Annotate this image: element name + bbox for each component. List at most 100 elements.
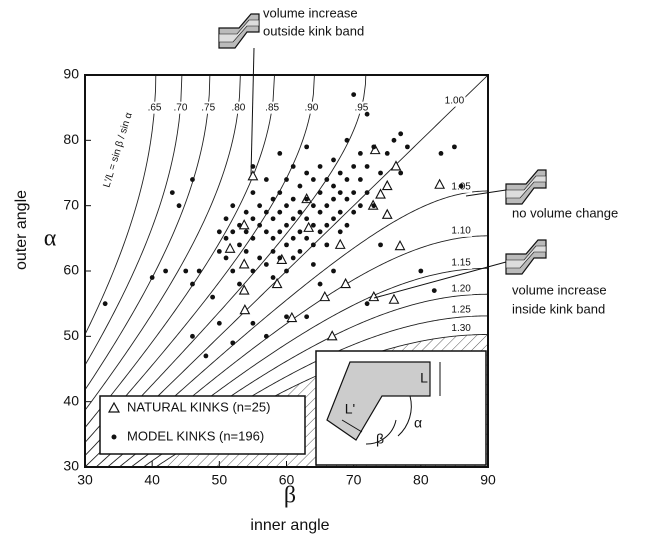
model-kink (364, 111, 370, 117)
legend: NATURAL KINKS (n=25) MODEL KINKS (n=196) (99, 395, 306, 455)
contour-label: .75 (201, 102, 215, 113)
model-kink (317, 281, 323, 287)
contour-label-bg (350, 101, 373, 114)
x-symbol: β (284, 483, 296, 509)
model-kink (337, 170, 343, 176)
model-kink (243, 209, 249, 215)
model-kink (243, 249, 249, 254)
model-kink (405, 144, 410, 150)
legend-box (99, 395, 306, 455)
x-tick-label: 40 (144, 472, 160, 488)
model-kink (351, 164, 357, 169)
model-kink (452, 144, 457, 150)
model-kink (250, 268, 256, 274)
contour-label-bg (443, 94, 466, 107)
model-kink (364, 164, 370, 169)
natural-kink (434, 178, 446, 189)
model-kink (284, 203, 289, 209)
model-kink (102, 301, 108, 307)
contour-line (85, 75, 211, 391)
annotation-line (373, 261, 507, 299)
contour-line (85, 75, 183, 366)
contour-label-bg (450, 224, 473, 237)
model-kink (344, 222, 350, 228)
model-kink (216, 229, 222, 235)
model-kink (324, 177, 330, 182)
model-kink (223, 255, 229, 261)
model-kink (284, 177, 289, 182)
contour-label: 1.25 (451, 305, 471, 316)
model-kink (357, 203, 363, 209)
natural-kink (381, 179, 393, 191)
inset-label: L (420, 370, 428, 386)
model-kink (297, 249, 303, 254)
model-kink (324, 203, 330, 209)
model-kink (216, 249, 222, 254)
y-tick-label: 90 (63, 66, 79, 82)
model-kink (398, 131, 404, 137)
model-kink (304, 235, 310, 241)
inset-arc (365, 419, 397, 445)
annotation: volume increase (512, 282, 607, 297)
model-kink (263, 262, 269, 267)
model-kink (270, 249, 276, 254)
kink-icon (505, 239, 547, 275)
contour-label-bg (143, 101, 166, 114)
model-kink (310, 203, 316, 209)
x-tick-label: 90 (480, 472, 496, 488)
natural-kink (247, 170, 259, 181)
model-kink (237, 242, 242, 248)
natural-kink (286, 311, 298, 323)
model-kink (263, 209, 269, 215)
model-kink (183, 268, 189, 274)
inset-arrow (341, 419, 363, 433)
contour-label: .85 (265, 102, 279, 113)
model-kink (357, 177, 363, 182)
model-kink (344, 177, 350, 182)
model-kink (317, 164, 323, 169)
model-kink (284, 242, 289, 248)
model-kink (216, 320, 222, 326)
model-kink (277, 229, 283, 235)
y-tick-label: 40 (63, 392, 79, 408)
model-kink (378, 242, 383, 248)
model-kink (237, 281, 242, 287)
natural-kink (271, 277, 283, 289)
model-kink (223, 216, 229, 222)
y-tick-label: 50 (63, 327, 79, 343)
y-axis-label: outer angle (13, 190, 30, 270)
model-kink (458, 183, 464, 189)
kink-icon (218, 13, 260, 49)
model-kink (391, 137, 397, 143)
model-kink (270, 235, 276, 241)
inset-label: L' (345, 401, 355, 417)
model-kink (290, 235, 296, 241)
model-kink (331, 157, 336, 163)
contour-label-bg (227, 101, 250, 114)
model-kink (344, 196, 350, 202)
model-kink (190, 333, 195, 339)
natural-kink (239, 304, 251, 315)
formula: L'/L = sin β / sin α (101, 111, 134, 189)
x-tick-label: 50 (212, 472, 228, 488)
contour-label-bg (261, 101, 284, 114)
model-kink (351, 92, 357, 97)
model-kink (230, 229, 236, 235)
model-kink (431, 288, 437, 293)
contour-label-bg (169, 101, 192, 114)
natural-kink (224, 242, 236, 253)
natural-kink (238, 258, 250, 269)
y-tick-label: 30 (63, 458, 79, 474)
model-kink (243, 229, 249, 235)
model-kink (337, 229, 343, 235)
legend-label: NATURAL KINKS (n=25) (127, 399, 270, 414)
model-kink (263, 229, 269, 235)
y-tick-label: 60 (63, 262, 79, 278)
model-kink (324, 242, 330, 248)
model-kink (378, 170, 383, 176)
contour-label: .65 (148, 102, 162, 113)
model-kink (230, 340, 236, 346)
model-kink (317, 190, 323, 196)
natural-kink (238, 219, 250, 230)
